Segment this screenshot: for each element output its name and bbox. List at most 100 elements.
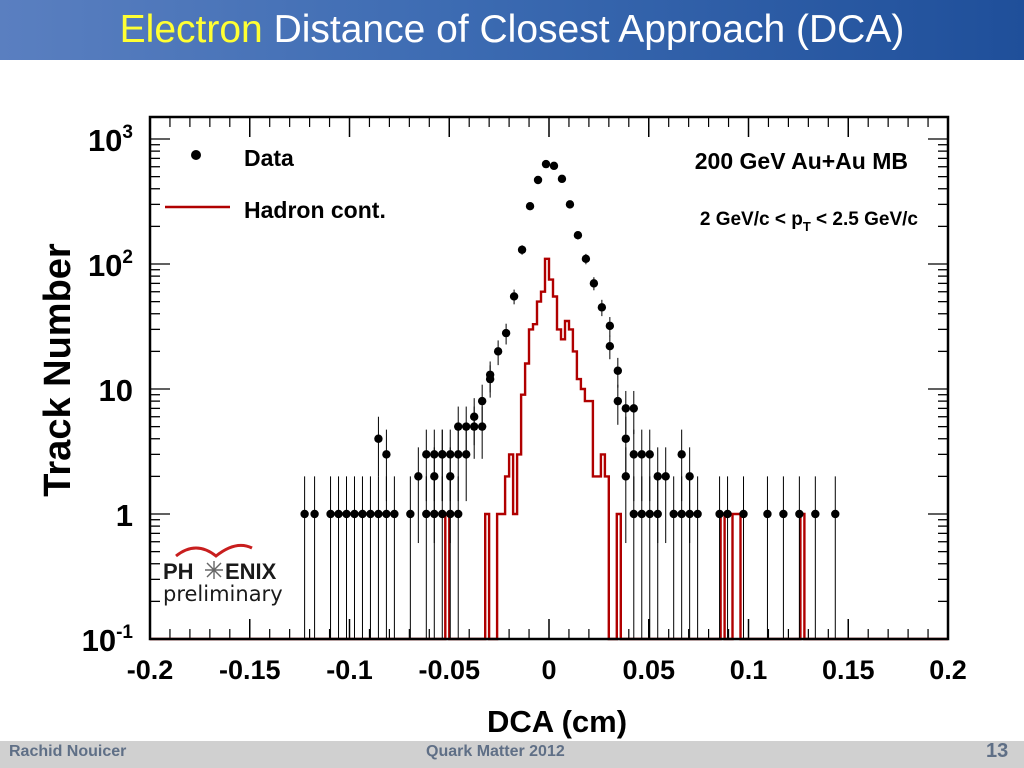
data-point <box>677 450 686 459</box>
data-point <box>501 328 511 338</box>
y-axis-label: Track Number <box>37 243 79 497</box>
data-point <box>565 200 575 209</box>
slide-title-rest: Distance of Closest Approach (DCA) <box>262 8 905 51</box>
pt-annotation: 2 GeV/c < pT < 2.5 GeV/c <box>700 209 919 234</box>
data-point <box>621 472 631 481</box>
legend-hadron-label: Hadron cont. <box>244 197 386 223</box>
data-point <box>629 404 638 413</box>
energy-annotation: 200 GeV Au+Au MB <box>695 148 908 174</box>
data-point <box>779 509 788 519</box>
phenix-logo: PH ENIX preliminary <box>163 543 283 606</box>
y-tick-label: 10 <box>99 373 133 408</box>
x-tick-label: -0.2 <box>127 655 174 685</box>
data-point <box>438 450 447 459</box>
data-point <box>477 422 487 431</box>
y-tick-label: 10-1 <box>82 622 134 658</box>
data-point <box>653 509 662 519</box>
x-tick-label: 0.15 <box>822 655 875 685</box>
data-point <box>533 175 543 185</box>
data-point <box>557 174 567 184</box>
legend-data-label: Data <box>244 145 294 171</box>
x-tick-labels: -0.2 -0.15 -0.1 -0.05 0 0.05 0.1 0.15 0.2 <box>127 655 967 685</box>
data-point <box>597 303 607 312</box>
x-tick-label: 0.05 <box>622 655 675 685</box>
data-point <box>462 450 471 459</box>
data-point <box>454 450 463 459</box>
data-point <box>723 509 732 519</box>
data-point <box>493 347 503 356</box>
x-tick-label: -0.15 <box>219 655 281 685</box>
data-point <box>669 509 678 519</box>
title-bar <box>0 0 1024 60</box>
data-point <box>414 472 423 481</box>
data-point <box>613 396 623 406</box>
data-point <box>422 450 431 459</box>
data-point <box>581 254 591 264</box>
plot-frame <box>148 115 950 641</box>
data-point <box>629 509 638 519</box>
data-point <box>382 509 391 519</box>
data-point <box>763 509 772 519</box>
pt-annotation-sub: T <box>803 219 811 234</box>
data-point <box>661 472 670 481</box>
data-point <box>573 231 583 240</box>
data-point <box>605 321 615 331</box>
data-point <box>390 509 399 519</box>
page-number: 13 <box>986 740 1009 762</box>
slide-title-accent: Electron <box>119 8 263 51</box>
data-point <box>629 450 638 459</box>
data-point <box>693 509 702 519</box>
phenix-wing-icon <box>175 543 253 558</box>
footer-bar <box>0 741 1024 768</box>
data-point <box>739 509 748 519</box>
data-point <box>541 159 551 169</box>
data-point <box>438 509 447 519</box>
x-tick-label: 0.2 <box>929 655 967 685</box>
data-point <box>300 509 309 519</box>
data-point <box>509 292 519 301</box>
slide-title: Electron Distance of Closest Approach (D… <box>0 4 1024 56</box>
data-point <box>549 161 559 171</box>
data-point <box>645 509 654 519</box>
pt-annotation-suffix: < 2.5 GeV/c <box>811 209 919 230</box>
data-point <box>677 509 686 519</box>
phenix-logo-text-left: PH <box>163 559 194 584</box>
data-point <box>310 509 319 519</box>
y-tick-label: 102 <box>88 247 133 283</box>
data-points <box>300 159 840 639</box>
data-point <box>326 509 335 519</box>
x-tick-label: -0.1 <box>326 655 373 685</box>
data-point <box>382 450 391 459</box>
data-point <box>645 450 654 459</box>
y-tick-label: 103 <box>88 122 133 158</box>
data-point <box>477 396 487 406</box>
footer-author: Rachid Nouicer <box>9 743 127 760</box>
x-tick-label: -0.05 <box>418 655 480 685</box>
dca-chart: -0.2 -0.15 -0.1 -0.05 0 0.05 0.1 0.15 0.2 103102… <box>37 115 967 739</box>
data-point <box>422 509 431 519</box>
data-point <box>517 245 527 254</box>
x-tick-label: 0 <box>541 655 556 685</box>
data-point <box>637 450 646 459</box>
axis-ticks <box>149 117 949 640</box>
pt-annotation-prefix: 2 GeV/c < p <box>700 209 803 230</box>
x-axis-label: DCA (cm) <box>487 704 627 739</box>
data-point <box>469 422 479 431</box>
data-point <box>605 342 615 351</box>
legend-data-marker <box>191 150 201 160</box>
data-point <box>621 434 631 443</box>
data-point <box>454 422 463 431</box>
data-point <box>406 509 415 519</box>
data-point <box>350 509 359 519</box>
data-point <box>358 509 367 519</box>
data-point <box>446 450 455 459</box>
data-point <box>525 202 535 211</box>
data-point <box>685 509 694 519</box>
data-point <box>637 509 646 519</box>
data-point <box>342 509 351 519</box>
data-point <box>613 366 623 375</box>
data-point <box>589 279 599 288</box>
data-point <box>485 374 495 384</box>
data-point <box>462 422 471 431</box>
